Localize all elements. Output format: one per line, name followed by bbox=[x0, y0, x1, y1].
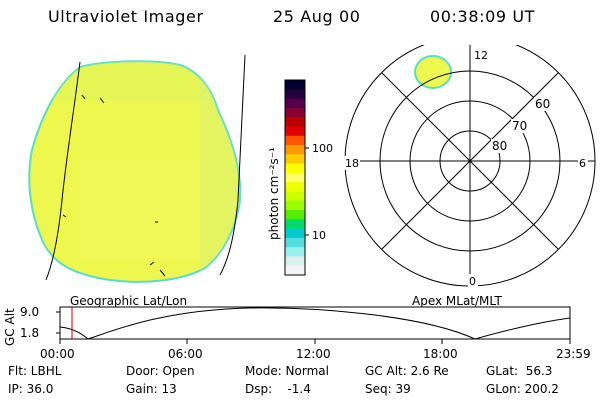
coastline bbox=[62, 94, 166, 277]
mlt-line-diag2 bbox=[381, 72, 559, 250]
colorbar-band bbox=[285, 145, 305, 155]
status-gc-alt: GC Alt: 2.6 Re bbox=[365, 364, 449, 378]
colorbar-unit-label: photon cm⁻²s⁻¹ bbox=[268, 147, 281, 240]
time-label: 00:38:09 UT bbox=[430, 7, 536, 26]
colorbar-band bbox=[285, 228, 305, 239]
colorbar-band bbox=[285, 126, 305, 137]
colorbar-band bbox=[285, 237, 305, 248]
status-gain: Gain: 13 bbox=[126, 382, 177, 396]
colorbar-band bbox=[285, 219, 305, 230]
instrument-title: Ultraviolet Imager bbox=[48, 7, 204, 26]
status-seq: Seq: 39 bbox=[365, 382, 411, 396]
terminator-line-left bbox=[45, 61, 81, 281]
mlt-label-0: 0 bbox=[469, 275, 476, 288]
status-glat: GLat: 56.3 bbox=[486, 364, 553, 378]
colorbar-label-100: 100 bbox=[312, 142, 333, 155]
mlat-label-80: 80 bbox=[492, 139, 507, 153]
mlt-label-6: 6 bbox=[579, 157, 586, 170]
colorbar-band bbox=[285, 200, 305, 211]
colorbar-band bbox=[285, 256, 305, 267]
colorbar-bands bbox=[285, 80, 305, 276]
status-glon: GLon: 200.2 bbox=[486, 382, 559, 396]
ytick-1-8: 1.8 bbox=[20, 326, 39, 340]
colorbar-label-10: 10 bbox=[312, 229, 326, 242]
status-mode: Mode: Normal bbox=[245, 364, 329, 378]
colorbar-band bbox=[285, 80, 305, 90]
geographic-image-panel bbox=[28, 54, 246, 283]
colorbar-band bbox=[285, 265, 305, 276]
xtick-1800: 18:00 bbox=[423, 347, 458, 361]
altitude-ylabel: GC Alt bbox=[3, 308, 17, 346]
geo-panel-label: Geographic Lat/Lon bbox=[70, 294, 188, 308]
colorbar-band bbox=[285, 191, 305, 202]
status-ip: IP: 36.0 bbox=[8, 382, 54, 396]
status-door: Door: Open bbox=[126, 364, 195, 378]
xtick-0000: 00:00 bbox=[40, 347, 75, 361]
ytick-9: 9.0 bbox=[20, 305, 39, 319]
altitude-plot: 9.0 1.8 GC Alt bbox=[3, 305, 571, 346]
xtick-2359: 23:59 bbox=[556, 347, 591, 361]
colorbar-band bbox=[285, 98, 305, 109]
colorbar: 100 10 photon cm⁻²s⁻¹ bbox=[268, 79, 333, 276]
mlat-label-60: 60 bbox=[535, 97, 550, 111]
colorbar-band bbox=[285, 163, 305, 174]
xtick-1200: 12:00 bbox=[296, 347, 331, 361]
auroral-spot bbox=[414, 55, 452, 89]
colorbar-band bbox=[285, 117, 305, 128]
mlat-label-70: 70 bbox=[512, 119, 527, 133]
altitude-curve bbox=[59, 307, 571, 340]
colorbar-band bbox=[285, 107, 305, 118]
colorbar-band bbox=[285, 89, 305, 100]
polar-plot: 12 0 18 6 60 70 80 bbox=[344, 45, 596, 288]
polar-panel-label: Apex MLat/MLT bbox=[412, 294, 502, 308]
mlt-label-18: 18 bbox=[345, 157, 359, 170]
status-dsp: Dsp: -1.4 bbox=[245, 382, 311, 396]
earth-disk bbox=[28, 60, 242, 283]
colorbar-band bbox=[285, 154, 305, 165]
mlt-label-12: 12 bbox=[474, 49, 488, 62]
colorbar-band bbox=[285, 210, 305, 220]
colorbar-band bbox=[285, 182, 305, 193]
colorbar-band bbox=[285, 172, 305, 183]
date-label: 25 Aug 00 bbox=[273, 7, 361, 26]
colorbar-band bbox=[285, 247, 305, 258]
xtick-0600: 06:00 bbox=[168, 347, 203, 361]
status-flt: Flt: LBHL bbox=[8, 364, 62, 378]
colorbar-band bbox=[285, 135, 305, 146]
terminator-line-right bbox=[219, 54, 246, 276]
